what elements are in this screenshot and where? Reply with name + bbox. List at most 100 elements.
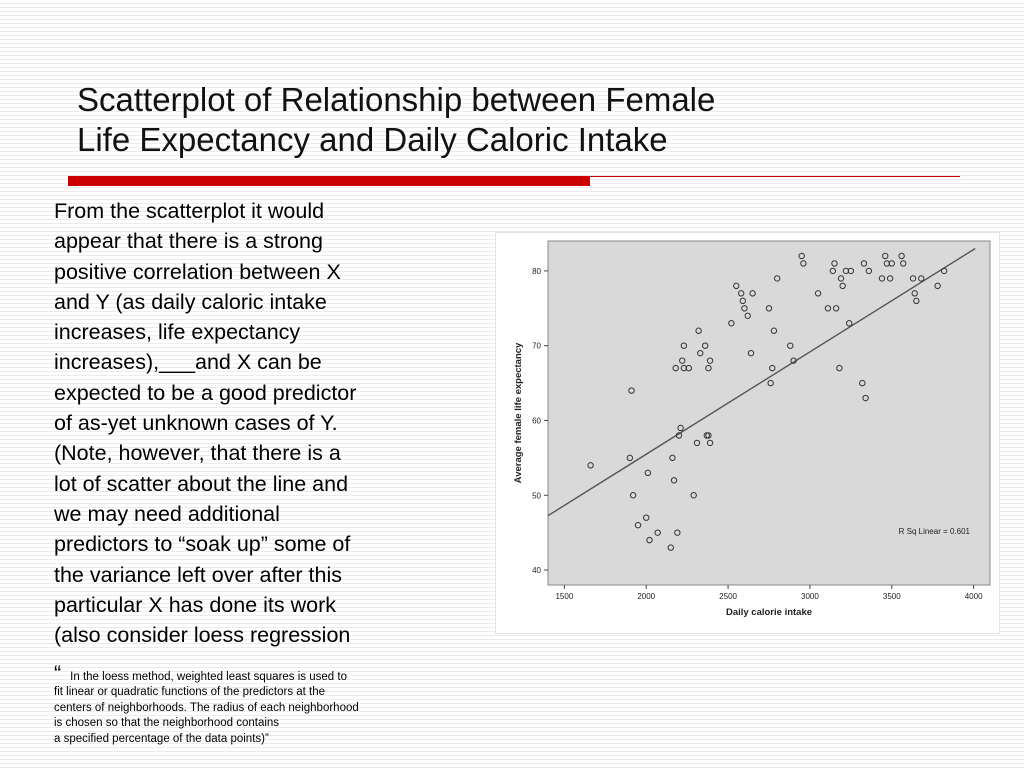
data-point xyxy=(832,305,840,312)
data-point xyxy=(587,462,594,469)
data-point xyxy=(846,320,853,327)
y-axis-label: Average female life expectancy xyxy=(513,342,524,483)
data-point xyxy=(765,305,773,312)
body-line: predictors to “soak up” some of xyxy=(54,532,351,557)
body-line: (Note, however, that there is a xyxy=(54,441,341,466)
data-point xyxy=(865,267,873,275)
note-line: fit linear or quadratic functions of the… xyxy=(54,686,326,699)
data-point xyxy=(913,297,920,305)
data-point xyxy=(706,357,714,364)
note-line: is chosen so that the neighborhood conta… xyxy=(54,717,280,730)
slide-title-line-1: Scatterplot of Relationship between Fema… xyxy=(77,81,716,118)
data-point xyxy=(626,454,634,462)
x-tick-label: 4000 xyxy=(965,592,983,601)
slide-title: Scatterplot of Relationship between Fema… xyxy=(77,80,977,160)
x-tick-label: 1500 xyxy=(555,592,573,601)
data-point xyxy=(934,282,941,290)
data-point xyxy=(739,297,747,305)
x-tick-label: 2000 xyxy=(637,592,655,601)
body-line: increases),___and X can be xyxy=(54,350,322,375)
loess-note: “ In the loess method, weighted least squ… xyxy=(54,662,474,747)
data-point xyxy=(669,454,676,462)
data-point xyxy=(886,275,894,282)
data-point xyxy=(911,290,918,297)
data-point xyxy=(790,357,797,364)
data-point xyxy=(644,469,652,477)
data-point xyxy=(800,260,807,267)
y-tick-label: 60 xyxy=(532,416,541,425)
data-point xyxy=(898,252,905,260)
data-point xyxy=(697,349,704,357)
x-tick-label: 3500 xyxy=(883,592,901,601)
data-point xyxy=(728,320,735,327)
data-point xyxy=(733,282,740,290)
note-line: In the loess method, weighted least squa… xyxy=(70,671,347,683)
data-point xyxy=(705,432,712,439)
data-point xyxy=(888,260,895,267)
data-point xyxy=(675,432,683,439)
y-tick-label: 70 xyxy=(532,342,541,351)
body-line: increases, life expectancy xyxy=(54,320,301,345)
data-point xyxy=(629,492,637,499)
body-line: positive correlation between X xyxy=(54,259,341,284)
open-quote: “ xyxy=(54,661,62,685)
data-point xyxy=(737,290,745,297)
data-point xyxy=(831,260,838,267)
data-point xyxy=(767,379,774,387)
r-squared-annotation: R Sq Linear = 0.601 xyxy=(899,527,971,536)
data-point xyxy=(837,275,845,282)
x-axis-label: Daily calorie intake xyxy=(726,607,812,618)
data-point xyxy=(685,364,692,372)
x-tick-label: 2500 xyxy=(719,592,737,601)
data-point xyxy=(747,349,755,357)
fit-line xyxy=(548,247,976,517)
data-point xyxy=(643,514,650,521)
body-line: and Y (as daily caloric intake xyxy=(54,289,327,314)
y-tick-label: 40 xyxy=(532,566,541,575)
data-point xyxy=(769,364,776,372)
data-point xyxy=(824,305,832,312)
body-line: the variance left over after this xyxy=(54,562,343,587)
data-point xyxy=(679,357,686,364)
body-line: lot of scatter about the line and xyxy=(54,471,349,496)
data-point xyxy=(878,275,886,282)
scatterplot: 40 50 60 70 80 1500 2000 2500 3000 3500 4000 R Sq L… xyxy=(495,232,1000,634)
data-point xyxy=(860,260,868,267)
body-line: expected to be a good predictor xyxy=(54,380,357,405)
data-point xyxy=(909,275,917,282)
body-line: particular X has done its work xyxy=(54,592,337,617)
title-accent-bar xyxy=(68,176,590,186)
data-point xyxy=(690,492,697,499)
body-line: (also consider loess regression xyxy=(54,623,351,648)
data-point xyxy=(654,529,661,536)
data-point xyxy=(677,424,684,432)
slide-title-line-2: Life Expectancy and Daily Caloric Intake xyxy=(77,121,668,158)
data-point xyxy=(744,312,751,319)
data-point xyxy=(695,327,702,334)
data-point xyxy=(847,267,855,275)
y-tick-label: 80 xyxy=(532,267,541,276)
body-line: of as-yet unknown cases of Y. xyxy=(54,411,338,436)
body-line: we may need additional xyxy=(54,501,280,526)
body-line: appear that there is a strong xyxy=(54,229,323,254)
data-point xyxy=(667,544,674,551)
note-line: centers of neighborhoods. The radius of … xyxy=(54,701,359,714)
data-point xyxy=(882,252,889,260)
body-text: From the scatterplot it would appear tha… xyxy=(54,196,484,650)
data-point xyxy=(693,439,701,447)
data-point xyxy=(672,364,679,372)
data-point xyxy=(701,342,709,349)
data-point xyxy=(741,305,748,312)
data-point xyxy=(680,342,688,349)
data-point xyxy=(634,521,642,529)
x-tick-label: 3000 xyxy=(801,592,819,601)
data-point xyxy=(705,364,712,372)
data-point xyxy=(918,275,925,282)
scatterplot-svg: 40 50 60 70 80 1500 2000 2500 3000 3500 4000 R Sq L… xyxy=(513,240,991,618)
data-point xyxy=(862,394,869,402)
data-point xyxy=(798,252,805,260)
data-point xyxy=(674,529,681,536)
data-point xyxy=(706,439,714,447)
data-point xyxy=(670,477,678,484)
data-point xyxy=(839,282,846,290)
